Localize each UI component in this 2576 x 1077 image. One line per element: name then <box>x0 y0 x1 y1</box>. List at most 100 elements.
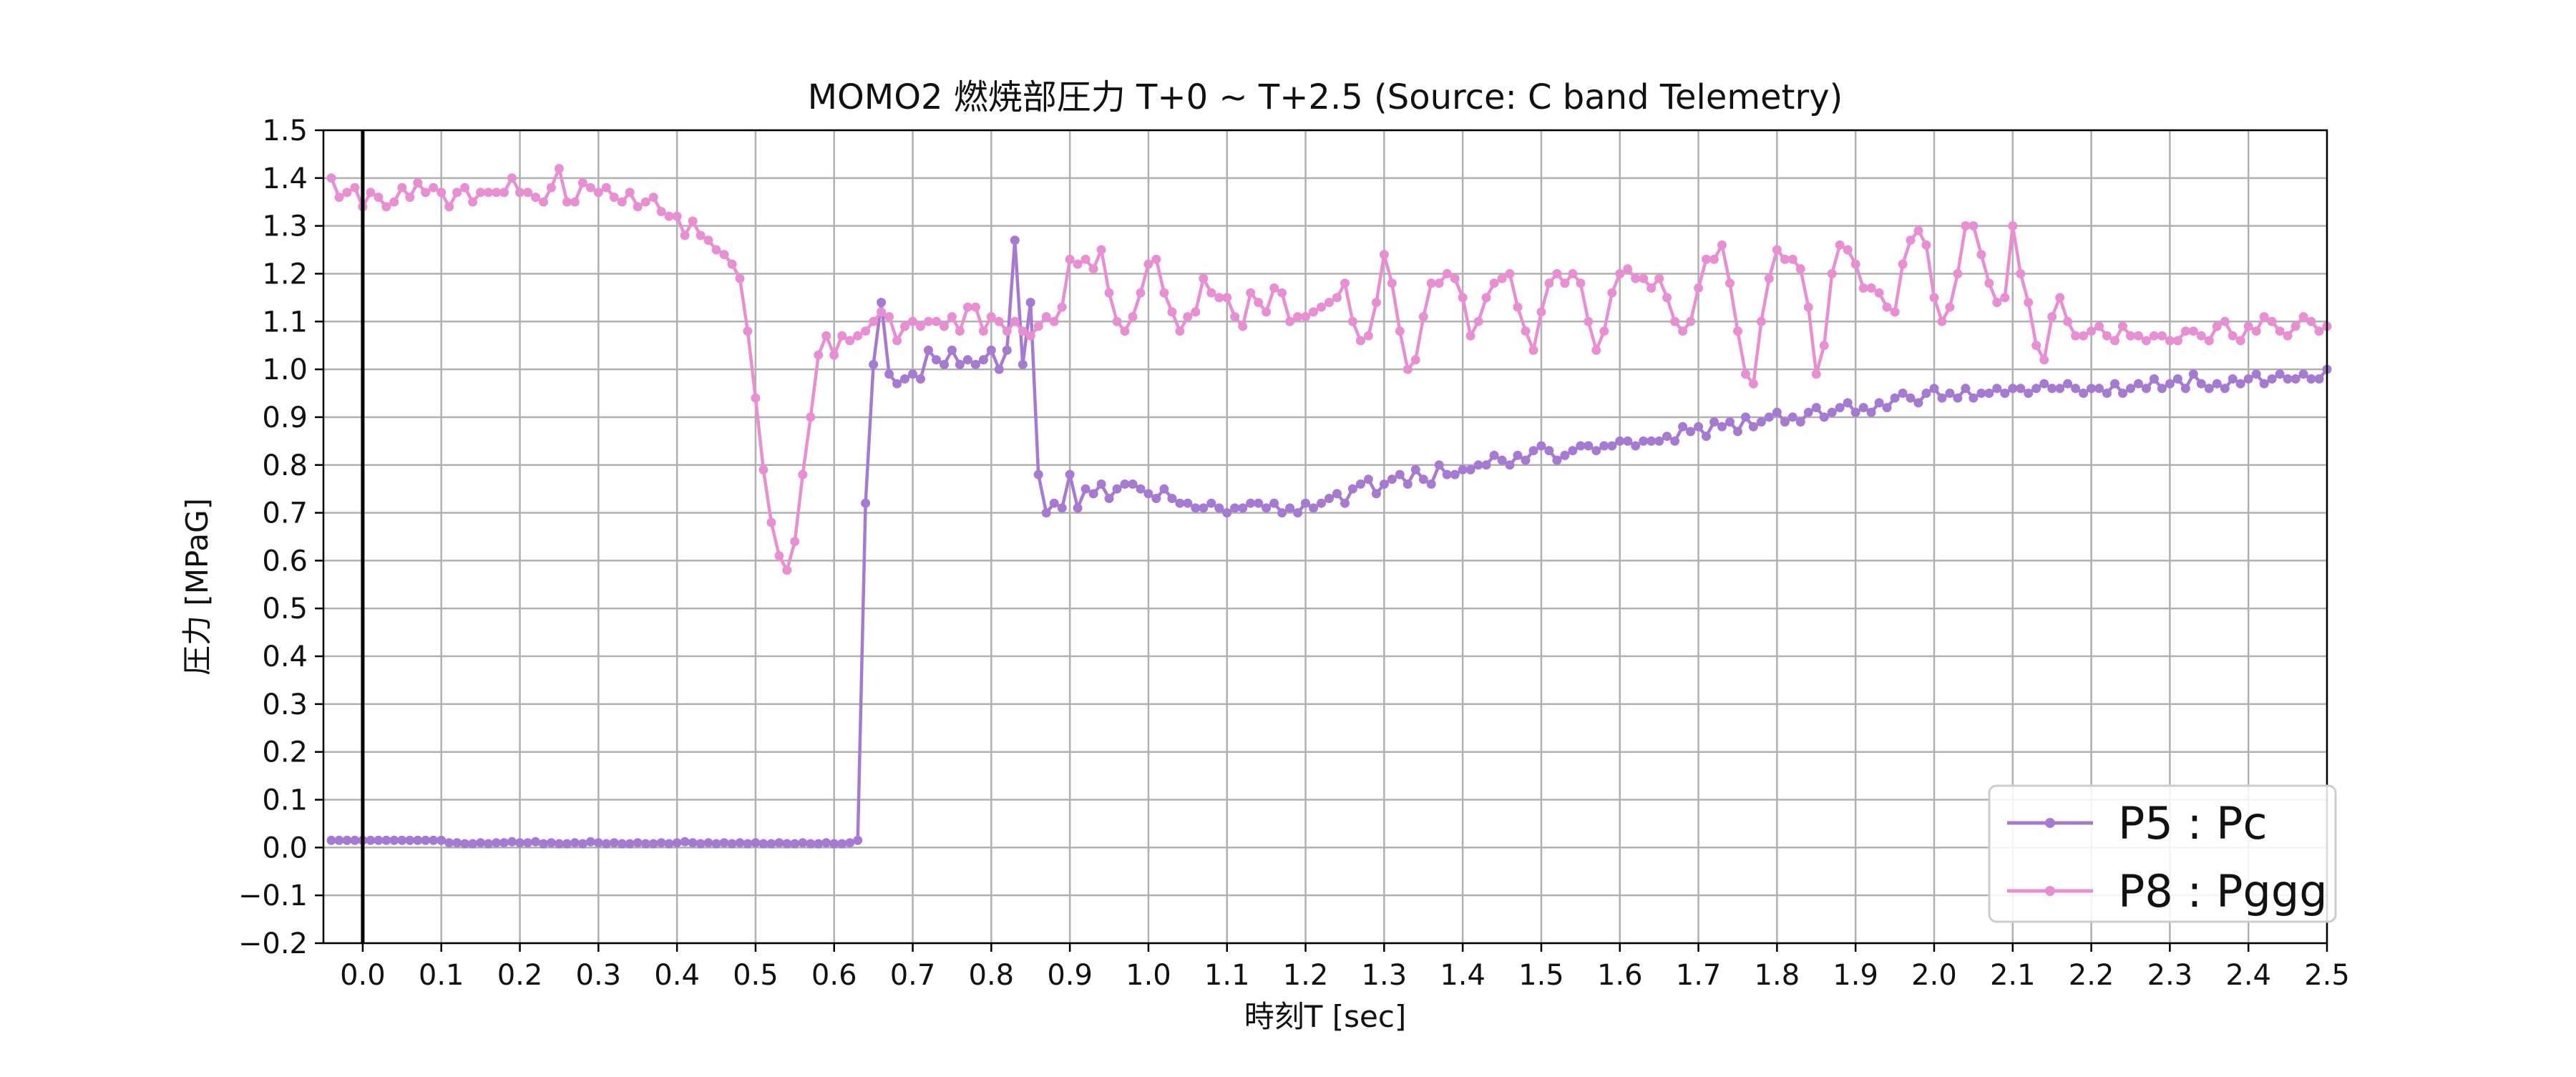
data-point <box>1748 379 1758 389</box>
data-point <box>1953 393 1963 403</box>
x-tick-label: 0.0 <box>340 959 386 992</box>
data-point <box>2243 321 2253 331</box>
y-tick-label: 0.0 <box>262 832 308 864</box>
data-point <box>1136 288 1146 298</box>
data-point <box>507 173 517 183</box>
series-layer <box>326 164 2332 849</box>
data-point <box>940 321 949 331</box>
data-point <box>1702 254 1711 264</box>
data-point <box>1136 484 1146 494</box>
data-point <box>1191 503 1201 513</box>
data-point <box>2016 384 2026 394</box>
data-point <box>421 835 431 845</box>
data-point <box>1513 302 1523 312</box>
x-tick-label: 0.5 <box>733 959 779 992</box>
data-point <box>397 835 407 845</box>
y-tick-label: 1.2 <box>262 258 308 291</box>
data-point <box>1906 393 1916 403</box>
data-point <box>1882 403 1892 413</box>
x-tick-label: 2.0 <box>1911 959 1957 992</box>
data-point <box>2204 336 2214 346</box>
data-point <box>2055 293 2065 303</box>
data-point <box>389 197 399 207</box>
data-point <box>1937 393 1947 403</box>
data-point <box>1175 498 1185 508</box>
data-point <box>1913 225 1923 235</box>
data-point <box>1623 264 1633 274</box>
data-point <box>1238 503 1248 513</box>
data-point <box>1128 479 1138 489</box>
data-point <box>1505 269 1515 278</box>
data-point <box>640 839 650 849</box>
data-point <box>1819 412 1829 422</box>
data-point <box>1646 283 1657 293</box>
data-point <box>2212 379 2222 389</box>
data-point <box>1591 345 1601 355</box>
data-point <box>2180 326 2190 336</box>
data-point <box>429 182 439 193</box>
x-tick-label: 2.1 <box>1990 959 2036 992</box>
data-point <box>1992 298 2002 308</box>
data-point <box>1584 441 1594 451</box>
data-point <box>821 331 831 341</box>
data-point <box>900 321 909 331</box>
data-point <box>1355 479 1365 489</box>
data-point <box>1945 389 1955 398</box>
data-point <box>342 187 352 198</box>
data-point <box>1151 494 1161 503</box>
data-point <box>1953 269 1963 278</box>
data-point <box>2188 326 2198 336</box>
data-point <box>1866 407 1876 417</box>
data-point <box>1426 479 1436 489</box>
x-tick-label: 1.3 <box>1362 959 1407 992</box>
data-point <box>656 207 666 217</box>
data-point <box>1473 316 1483 326</box>
data-point <box>1874 398 1884 408</box>
data-point <box>1890 393 1900 403</box>
data-point <box>2126 384 2135 394</box>
data-point <box>2235 336 2245 346</box>
data-point <box>766 517 776 527</box>
data-point <box>1489 278 1499 288</box>
y-tick-label: 1.1 <box>262 306 308 338</box>
data-point <box>986 345 996 355</box>
data-point <box>1065 469 1075 479</box>
data-point <box>1293 508 1303 518</box>
data-point <box>413 178 423 187</box>
data-point <box>1222 508 1232 518</box>
data-point <box>916 374 925 384</box>
data-point <box>1143 259 1153 269</box>
data-point <box>413 835 423 845</box>
data-point <box>342 835 352 845</box>
data-point <box>2071 331 2081 341</box>
legend: P5 : Pc P8 : Pggg <box>1988 784 2337 923</box>
data-point <box>877 298 887 308</box>
data-point <box>570 197 580 207</box>
y-tick-label: 0.4 <box>262 640 308 673</box>
data-point <box>609 838 619 848</box>
data-point <box>932 316 941 326</box>
data-point <box>484 839 494 849</box>
data-point <box>1206 498 1216 508</box>
data-point <box>1183 312 1193 322</box>
data-point <box>2157 331 2167 341</box>
data-point <box>1756 417 1766 427</box>
data-point <box>2298 369 2308 379</box>
data-point <box>1269 283 1279 293</box>
data-point <box>1599 441 1609 451</box>
data-point <box>1418 474 1428 484</box>
data-point <box>1686 316 1696 326</box>
data-point <box>1866 283 1876 293</box>
y-tick-label: 0.7 <box>262 497 308 530</box>
data-point <box>1670 316 1680 326</box>
data-point <box>492 838 502 848</box>
data-point <box>861 326 871 336</box>
data-point <box>1387 474 1397 484</box>
data-point <box>1395 326 1405 336</box>
data-point <box>2220 316 2230 326</box>
data-point <box>452 838 462 848</box>
data-point <box>908 369 917 379</box>
data-point <box>1183 498 1193 508</box>
data-point <box>727 259 737 269</box>
data-point <box>1120 479 1130 489</box>
